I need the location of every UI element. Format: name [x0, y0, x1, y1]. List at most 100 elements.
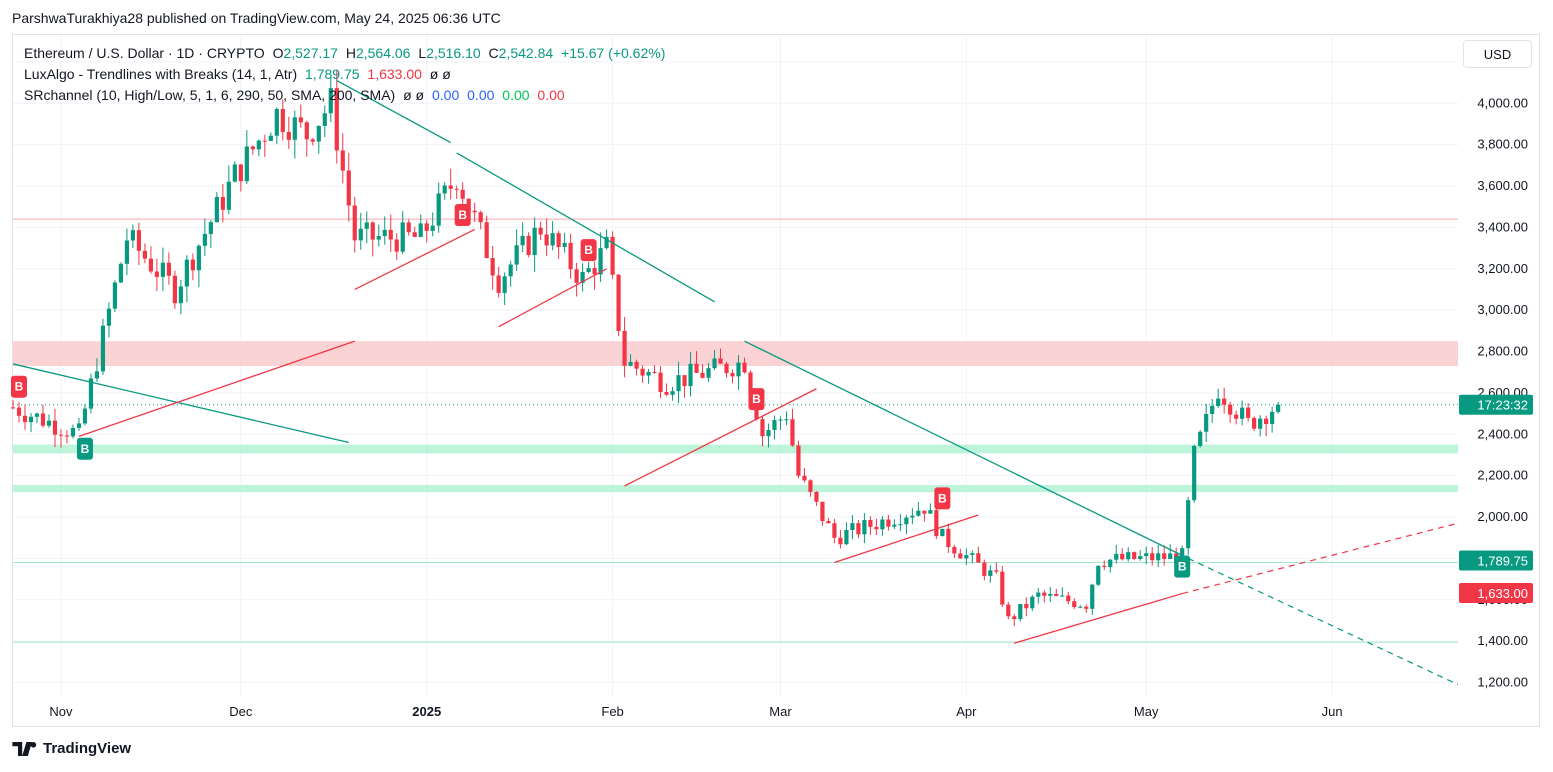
- candle-body: [16, 407, 22, 416]
- legend-symbol[interactable]: Ethereum / U.S. Dollar · 1D · CRYPTO: [24, 45, 265, 61]
- candle-body: [832, 523, 837, 538]
- y-tick-label: 1,400.00: [1477, 633, 1528, 648]
- candle-body: [100, 325, 106, 372]
- trendline: [624, 388, 817, 487]
- candle-body: [58, 434, 64, 436]
- candle-body: [1186, 500, 1191, 549]
- candle-body: [304, 122, 309, 140]
- candle-body: [178, 286, 183, 304]
- break-marker-label: B: [938, 491, 947, 505]
- candle-body: [154, 271, 159, 277]
- candle-body: [1204, 413, 1209, 432]
- candle-body: [592, 268, 597, 275]
- break-marker-label: B: [81, 442, 90, 456]
- break-marker: [76, 437, 93, 460]
- trendline: [456, 152, 715, 303]
- legend-symbol-row[interactable]: Ethereum / U.S. Dollar · 1D · CRYPTO O2,…: [24, 45, 669, 61]
- candle-body: [166, 262, 171, 276]
- candle-body: [490, 258, 495, 276]
- break-marker-label: B: [15, 380, 24, 394]
- candle-body: [130, 230, 136, 241]
- candle-body: [574, 269, 579, 283]
- candle-body: [334, 88, 339, 151]
- candle-body: [226, 181, 231, 210]
- legend-indicator-1-name[interactable]: LuxAlgo - Trendlines with Breaks (14, 1,…: [24, 66, 298, 82]
- break-marker: [1174, 555, 1191, 578]
- candle-body: [826, 521, 831, 524]
- candle-body: [808, 480, 813, 492]
- candle-body: [700, 372, 705, 378]
- candle-body: [856, 523, 861, 535]
- candle-body: [382, 229, 387, 237]
- candle-body: [406, 222, 411, 233]
- candle-body: [322, 113, 327, 126]
- tradingview-logo[interactable]: TradingView: [12, 740, 131, 757]
- candle-body: [520, 235, 525, 246]
- candle-body: [544, 234, 549, 246]
- candle-body: [76, 423, 82, 428]
- candle-body: [274, 109, 279, 136]
- candle-body: [1120, 553, 1125, 560]
- legend-open-label: O: [272, 45, 284, 61]
- candle-body: [1102, 565, 1107, 567]
- candle-body: [328, 88, 333, 114]
- candle-body: [646, 371, 651, 376]
- candle-body: [514, 245, 519, 265]
- candle-body: [238, 164, 243, 182]
- candle-body: [364, 222, 369, 229]
- candle-body: [778, 419, 783, 421]
- x-tick-label: Feb: [601, 704, 623, 719]
- candle-body: [436, 193, 441, 226]
- markers-layer: B B B B B B B: [10, 203, 1191, 578]
- candle-body: [640, 368, 645, 376]
- candle-body: [1240, 407, 1245, 419]
- x-tick-label: Jun: [1322, 704, 1343, 719]
- candle-body: [790, 419, 795, 446]
- candle-body: [214, 196, 219, 223]
- candle-body: [388, 229, 393, 240]
- candle-body: [256, 140, 261, 150]
- currency-button[interactable]: USD: [1463, 40, 1532, 68]
- candle-body: [526, 235, 531, 255]
- candle-body: [982, 562, 987, 576]
- candle-body: [184, 259, 189, 287]
- candle-body: [946, 528, 951, 548]
- break-marker-label: B: [1178, 560, 1187, 574]
- candle-body: [550, 233, 555, 246]
- trendline: [354, 228, 475, 291]
- candle-body: [934, 510, 939, 537]
- time-axis-layer: Nov Dec 2025 Feb Mar Apr May Jun: [49, 704, 1342, 719]
- candle-body: [316, 125, 321, 142]
- legend-indicator-2-value-2: 0.00: [467, 87, 495, 103]
- candle-body: [508, 264, 513, 277]
- trendlines-layer: [12, 79, 1459, 686]
- trendline: [498, 268, 607, 328]
- candle-body: [622, 330, 627, 366]
- x-tick-label: May: [1134, 704, 1159, 719]
- break-marker-label: B: [458, 208, 467, 222]
- candle-body: [1162, 553, 1167, 559]
- candle-body: [610, 236, 615, 275]
- candle-body: [1234, 414, 1239, 419]
- legend-indicator-2-name[interactable]: SRchannel (10, High/Low, 5, 1, 6, 290, 5…: [24, 87, 396, 103]
- candle-body: [910, 515, 915, 518]
- legend-indicator-1-row[interactable]: LuxAlgo - Trendlines with Breaks (14, 1,…: [24, 66, 455, 82]
- candle-body: [1090, 584, 1095, 609]
- y-tick-label: 2,200.00: [1477, 468, 1528, 483]
- candle-body: [1252, 417, 1257, 429]
- candle-body: [916, 510, 921, 516]
- candle-body: [970, 553, 975, 556]
- candle-body: [478, 212, 483, 223]
- trendline: [12, 363, 349, 444]
- candle-body: [424, 223, 429, 231]
- price-tag: [1459, 550, 1533, 571]
- candle-body: [370, 222, 375, 240]
- candle-body: [472, 210, 477, 213]
- legend-indicator-2-row[interactable]: SRchannel (10, High/Low, 5, 1, 6, 290, 5…: [24, 87, 569, 103]
- candle-body: [694, 363, 699, 373]
- y-tick-label: 2,400.00: [1477, 426, 1528, 441]
- y-tick-label: 4,000.00: [1477, 95, 1528, 110]
- y-tick-label: 1,200.00: [1477, 675, 1528, 690]
- candle-body: [940, 528, 945, 537]
